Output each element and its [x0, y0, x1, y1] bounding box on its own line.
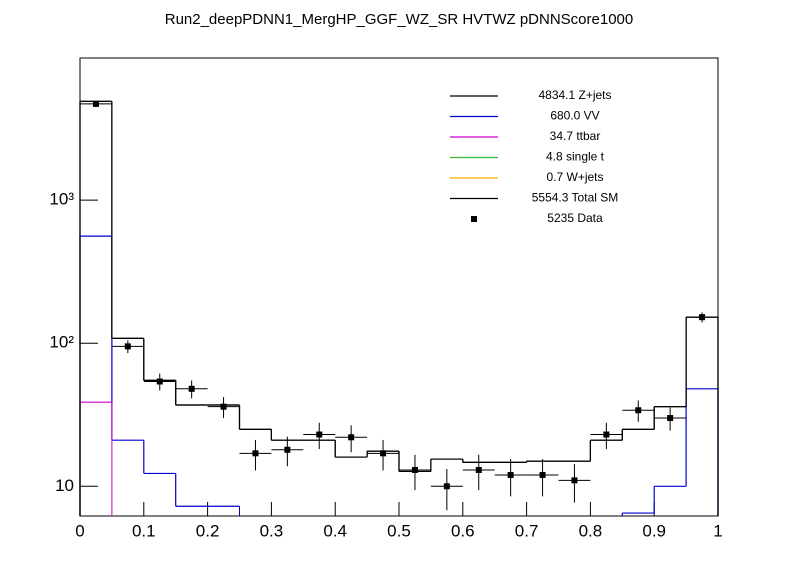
y-tick-label: 10	[55, 476, 74, 495]
x-tick-label: 0.1	[132, 521, 156, 540]
legend-label: 4.8 single t	[546, 150, 605, 164]
x-tick-label: 0.3	[260, 521, 284, 540]
legend-label: 0.7 W+jets	[546, 170, 603, 184]
x-tick-label: 0.6	[451, 521, 475, 540]
legend-label: 5235 Data	[547, 211, 603, 225]
x-tick-label: 0.2	[196, 521, 220, 540]
y-tick-label: 10³	[49, 190, 74, 209]
data-point	[603, 431, 610, 438]
x-tick-label: 0.4	[323, 521, 347, 540]
data-point	[252, 450, 259, 457]
x-tick-label: 1	[713, 521, 722, 540]
legend-label: 34.7 ttbar	[550, 129, 601, 143]
data-point	[571, 477, 578, 484]
chart-title: Run2_deepPDNN1_MergHP_GGF_WZ_SR HVTWZ pD…	[165, 11, 634, 28]
y-tick-label: 10²	[49, 333, 74, 352]
data-point	[635, 407, 642, 414]
data-point	[539, 471, 546, 478]
legend-label: 4834.1 Z+jets	[538, 88, 611, 102]
data-point	[380, 450, 387, 457]
data-point	[699, 314, 706, 321]
data-point	[284, 446, 291, 453]
x-tick-label: 0.5	[387, 521, 411, 540]
x-tick-label: 0.7	[515, 521, 539, 540]
legend-label: 5554.3 Total SM	[532, 191, 619, 205]
data-point	[411, 466, 418, 473]
data-point	[220, 403, 227, 410]
legend-marker	[471, 216, 477, 222]
data-point	[667, 415, 674, 422]
data-point	[156, 378, 163, 385]
data-point	[188, 385, 195, 392]
data-point	[443, 483, 450, 490]
data-point	[316, 431, 323, 438]
data-point	[475, 466, 482, 473]
legend-label: 680.0 VV	[550, 109, 599, 123]
data-point	[507, 471, 514, 478]
plot-frame	[79, 57, 719, 517]
data-point	[124, 343, 131, 350]
x-tick-label: 0	[75, 521, 84, 540]
x-tick-label: 0.9	[642, 521, 666, 540]
x-tick-label: 0.8	[579, 521, 603, 540]
data-point	[92, 100, 99, 107]
data-point	[348, 434, 355, 441]
